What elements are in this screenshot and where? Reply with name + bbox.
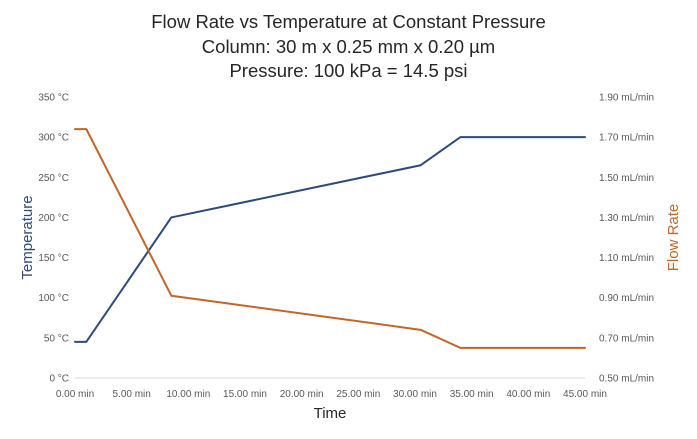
temperature-series-line [74, 136, 586, 343]
y-left-tick-label: 250 °C [38, 173, 69, 184]
y-left-tick-label: 0 °C [49, 374, 69, 385]
y-right-tick-label: 1.50 mL/min [599, 173, 654, 184]
chart-title: Flow Rate vs Temperature at Constant Pre… [151, 11, 546, 32]
chart-title-block: Flow Rate vs Temperature at Constant Pre… [0, 10, 697, 84]
x-tick-label: 10.00 min [166, 389, 210, 400]
y-left-tick-label: 50 °C [44, 333, 69, 344]
flow-rate-series-line [74, 128, 586, 349]
y-axis-right-ticks: 0.50 mL/min 0.70 mL/min 0.90 mL/min 1.10 mL… [599, 93, 654, 385]
y-right-tick-label: 1.30 mL/min [599, 213, 654, 224]
chart-subtitle-column: Column: 30 m x 0.25 mm x 0.20 µm [201, 35, 496, 57]
x-tick-label: 0.00 min [56, 389, 94, 400]
x-tick-label: 30.00 min [393, 389, 437, 400]
y-right-tick-label: 0.50 mL/min [599, 374, 654, 385]
x-tick-label: 35.00 min [450, 389, 494, 400]
x-tick-label: 45.00 min [563, 389, 607, 400]
x-tick-label: 20.00 min [280, 389, 324, 400]
series-group [74, 128, 586, 349]
y-left-tick-label: 200 °C [38, 213, 69, 224]
y-right-tick-label: 1.90 mL/min [599, 93, 654, 104]
y-right-tick-label: 1.70 mL/min [599, 133, 654, 144]
chart-subtitle-pressure: Pressure: 100 kPa = 14.5 psi [229, 60, 468, 81]
y-left-tick-label: 350 °C [38, 93, 69, 104]
x-tick-label: 25.00 min [336, 389, 380, 400]
x-axis-title: Time [314, 405, 347, 422]
y-axis-left-title: Temperature [19, 195, 36, 279]
y-left-tick-label: 150 °C [38, 253, 69, 264]
y-right-tick-label: 0.70 mL/min [599, 333, 654, 344]
y-right-tick-label: 1.10 mL/min [599, 253, 654, 264]
x-axis-ticks: 0.00 min 5.00 min 10.00 min 15.00 min 20.00 … [56, 389, 607, 400]
y-left-tick-label: 300 °C [38, 133, 69, 144]
x-tick-label: 5.00 min [112, 389, 150, 400]
y-axis-left-ticks: 0 °C 50 °C 100 °C 150 °C 200 °C 250 °C 300 °C 3… [38, 93, 69, 385]
y-axis-right-title: Flow Rate [665, 204, 682, 272]
x-tick-label: 15.00 min [223, 389, 267, 400]
y-right-tick-label: 0.90 mL/min [599, 293, 654, 304]
y-left-tick-label: 100 °C [38, 293, 69, 304]
x-tick-label: 40.00 min [506, 389, 550, 400]
